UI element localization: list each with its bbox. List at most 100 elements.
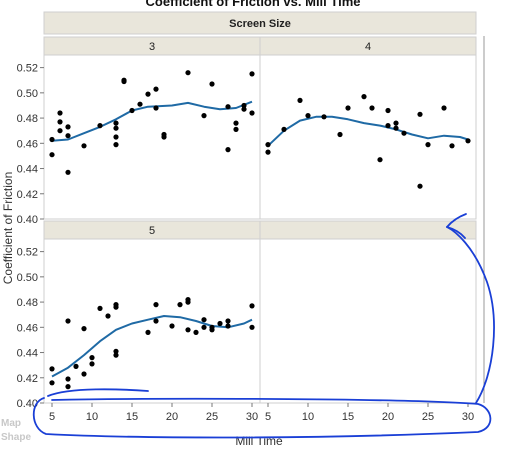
data-point [153, 86, 159, 92]
data-point [369, 105, 375, 111]
data-point [113, 348, 119, 354]
data-point [177, 302, 183, 308]
y-axis-label: Coefficient of Friction [1, 172, 15, 285]
x-tick-label: 25 [206, 411, 218, 423]
annotation-stroke [47, 388, 149, 397]
y-tick-label: 0.42 [17, 189, 38, 201]
data-point [393, 120, 399, 126]
data-point [265, 149, 271, 155]
data-point [249, 71, 255, 77]
data-point [465, 138, 471, 144]
data-point [209, 81, 215, 87]
annotation-stroke [446, 226, 466, 239]
x-tick-label: 10 [86, 411, 98, 423]
data-point [441, 105, 447, 111]
data-point [185, 70, 191, 76]
x-tick-label: 15 [342, 411, 354, 423]
data-point [49, 136, 55, 143]
data-point [169, 323, 175, 329]
x-axis-label: Mill Time [235, 434, 283, 448]
annotation-stroke [32, 397, 492, 439]
y-tick-label: 0.50 [17, 88, 38, 100]
panel-frame [43, 54, 261, 220]
data-point [145, 91, 151, 97]
data-point [201, 324, 207, 330]
x-tick-label: 5 [49, 411, 55, 423]
group-header-label: Screen Size [229, 18, 291, 30]
data-point [385, 107, 391, 114]
smoother-line [51, 315, 253, 378]
x-tick-label: 5 [265, 411, 271, 423]
panel-frame [259, 238, 477, 404]
data-point [81, 371, 87, 377]
panel-4: 4 [259, 36, 477, 220]
y-tick-label: 0.48 [17, 297, 38, 309]
side-label-map: Map [1, 418, 21, 429]
smoother-line [51, 100, 253, 142]
data-point [297, 97, 303, 103]
data-point [81, 143, 87, 149]
data-point [89, 361, 95, 367]
pen-annotation [32, 213, 495, 439]
data-point [225, 323, 231, 329]
data-point [65, 384, 71, 390]
data-point [113, 304, 119, 310]
data-point [49, 366, 55, 372]
annotation-stroke [446, 213, 467, 228]
x-tick-label: 25 [422, 411, 434, 423]
data-point [153, 105, 159, 111]
data-point [65, 169, 71, 175]
data-point [225, 104, 231, 110]
data-point [361, 94, 367, 100]
chart-title: Coefficient of Friction vs. Mill Time [145, 0, 360, 9]
y-tick-label: 0.46 [17, 322, 38, 334]
y-tick-label: 0.44 [17, 164, 38, 176]
data-point [225, 318, 231, 324]
data-point [385, 123, 391, 129]
data-point [417, 111, 423, 117]
data-point [113, 125, 119, 131]
y-tick-label: 0.40 [17, 214, 38, 226]
data-point [49, 152, 55, 158]
data-point [401, 130, 407, 136]
data-point [241, 102, 247, 109]
data-point [305, 113, 311, 119]
data-point [137, 101, 143, 107]
data-point [97, 305, 103, 311]
data-point [113, 120, 119, 126]
data-point [225, 147, 231, 153]
data-point [217, 320, 223, 327]
data-point [153, 318, 159, 324]
data-point [57, 128, 63, 134]
x-tick-label: 15 [126, 411, 138, 423]
y-tick-label: 0.52 [17, 63, 38, 75]
panel-3: 3 0.40 0.42 0.44 0.46 0.48 0.50 0.52 [17, 36, 261, 226]
data-point [193, 329, 199, 335]
y-tick-label: 0.42 [17, 373, 38, 385]
data-point [113, 352, 119, 358]
panel-5: 5 0.40 0.42 0.44 0.46 0.48 0.50 0.52 5 10 15 20 25 30 [17, 220, 261, 423]
data-point [113, 142, 119, 148]
x-tick-label: 10 [302, 411, 314, 423]
x-tick-label: 20 [382, 411, 394, 423]
data-point [201, 113, 207, 119]
plot-root: Screen Size 3 0.40 0.42 0.44 0.46 0.48 0.50 0.52… [17, 11, 485, 423]
data-point [185, 297, 191, 303]
data-point [425, 142, 431, 148]
panel-header-label: 4 [365, 41, 371, 53]
data-point [377, 157, 383, 163]
x-tick-label: 30 [462, 411, 474, 423]
data-point [265, 142, 271, 148]
data-point [417, 183, 423, 189]
data-point [65, 124, 71, 130]
data-point [233, 126, 239, 132]
y-tick-label: 0.52 [17, 247, 38, 259]
data-point [201, 317, 207, 323]
data-point [81, 326, 87, 332]
data-point [57, 110, 63, 116]
annotation-stroke [446, 226, 495, 404]
panel-header-label: 3 [149, 41, 155, 53]
panel-header-label: 5 [149, 225, 155, 237]
data-point [233, 120, 239, 126]
